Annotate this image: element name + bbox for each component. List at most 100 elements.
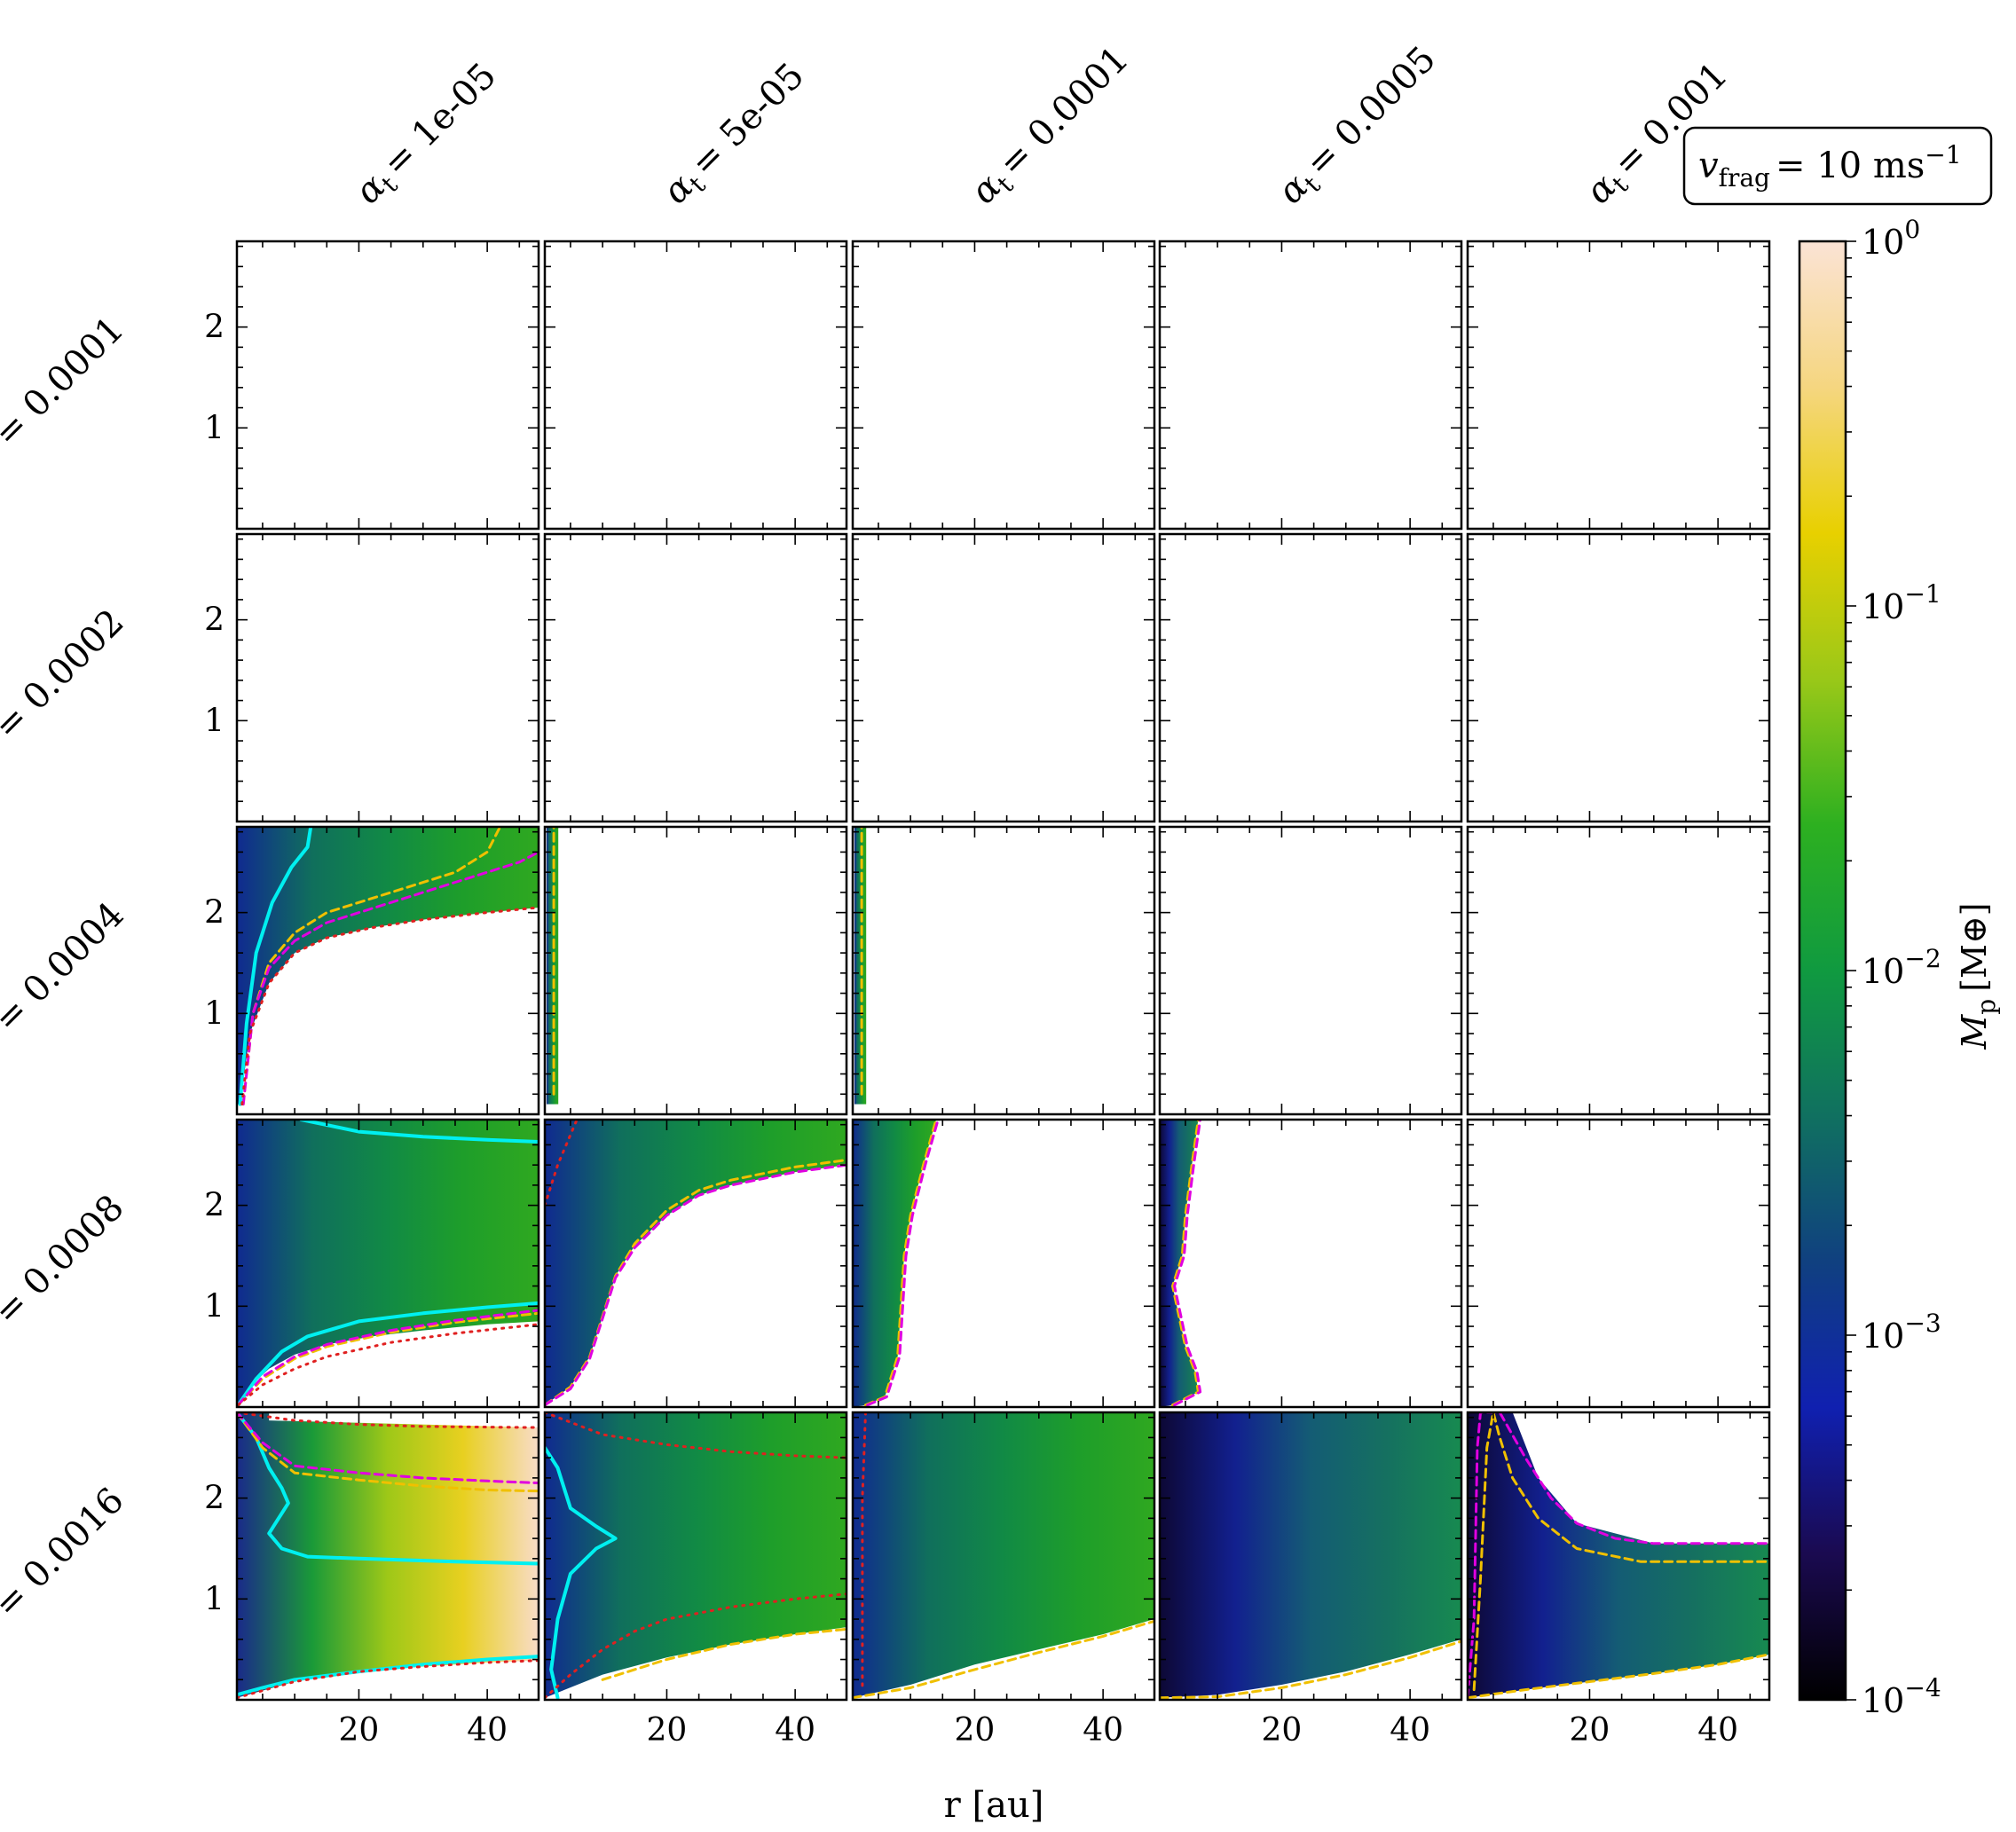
colorbar-tick-base: 10: [1862, 1317, 1904, 1356]
panel-frame: [543, 1118, 848, 1409]
x-tick-label: 20: [339, 1712, 380, 1749]
panel-frame: [1466, 1411, 1771, 1702]
x-axis-label: r [au]: [944, 1785, 1044, 1826]
heatmap-region: [547, 827, 559, 1105]
tick-group: [1160, 827, 1461, 1114]
tick-group: [853, 1120, 1154, 1407]
colorbar-tick-base: 10: [1862, 223, 1904, 262]
empty-region: [269, 1412, 539, 1428]
panel-frame: [543, 1411, 848, 1702]
yellow-dashed-line: [1160, 1639, 1461, 1700]
y-tick-label: 1: [204, 1288, 224, 1325]
cyan-solid-line: [299, 1120, 539, 1144]
panel-frame: [543, 825, 848, 1116]
tick-group: [237, 827, 539, 1114]
colorbar-tick-label: 10−1: [1862, 579, 1941, 626]
tick-group: [853, 1412, 1154, 1700]
panel-frame: [1466, 825, 1771, 1116]
panel-frame: [1466, 1118, 1771, 1409]
panel-4-2: [853, 1412, 1154, 1700]
yellow-dashed-line: [1171, 1120, 1200, 1407]
yellow-dashed-line: [1468, 1653, 1769, 1700]
column-title-3: αt= 0.0005: [1271, 39, 1447, 216]
legend-box: [1682, 126, 1993, 206]
panel-frame: [1158, 1411, 1463, 1702]
heatmap-region: [237, 1120, 539, 1403]
y-tick-label: 2: [204, 310, 224, 346]
row-label-4: = 0.0016: [0, 1480, 132, 1625]
yellow-dashed-line: [237, 1311, 539, 1407]
tick-group: [1468, 534, 1769, 822]
tick-group: [545, 1120, 847, 1407]
legend-subscript: frag: [1719, 163, 1770, 193]
y-tick-label: 2: [204, 1481, 224, 1517]
panel-frame: [1466, 240, 1771, 531]
empty-region: [1512, 1412, 1769, 1544]
heatmap-region: [854, 827, 867, 1105]
colorbar-tick-base: 10: [1862, 587, 1904, 626]
legend-symbol: v: [1698, 145, 1719, 186]
x-tick-label: 40: [467, 1712, 508, 1749]
colorbar-label-subscript: p: [1972, 999, 2001, 1015]
cyan-solid-line: [237, 1412, 539, 1566]
red-dotted-line: [237, 1323, 539, 1407]
magenta-dashed-line: [237, 1412, 539, 1485]
panel-4-1: [545, 1412, 847, 1700]
yellow-dashed-line: [601, 1627, 847, 1681]
panel-frame: [1158, 532, 1463, 823]
magenta-dashed-line: [866, 1120, 940, 1407]
panel-frame: [851, 1118, 1156, 1409]
panel-4-0: [237, 1412, 539, 1700]
red-dotted-line: [237, 1659, 539, 1700]
panel-frame: [1466, 532, 1771, 823]
column-title-value: = 0.0005: [1298, 39, 1444, 185]
heatmap-region: [237, 827, 539, 1105]
colorbar-tick-exponent: 0: [1904, 215, 1920, 244]
panel-2-0: [237, 827, 539, 1106]
panel-frame: [235, 532, 540, 823]
cyan-solid-line: [545, 1445, 618, 1700]
panel-3-1: [545, 1120, 847, 1407]
legend-text: vfrag = 10 ms−1: [1698, 140, 1962, 193]
panel-frame: [235, 1411, 540, 1702]
panel-frame: [851, 532, 1156, 823]
row-label-2: = 0.0004: [0, 894, 132, 1040]
cyan-solid-line: [238, 827, 313, 1106]
panel-frame: [851, 240, 1156, 531]
yellow-dashed-line: [237, 1412, 539, 1493]
panel-3-3: [1160, 1120, 1202, 1407]
red-dotted-line: [861, 1412, 867, 1692]
colorbar-tick-base: 10: [1862, 952, 1904, 991]
legend-value: = 10 ms: [1776, 145, 1925, 186]
tick-group: [1160, 534, 1461, 822]
panel-4-4: [1468, 1412, 1769, 1700]
tick-group: [1160, 1120, 1461, 1407]
x-tick-label: 40: [1083, 1712, 1123, 1749]
heatmap-region: [1160, 1412, 1461, 1698]
panel-frame: [543, 240, 848, 531]
column-title-value: = 5e-05: [683, 55, 812, 184]
column-title-2: αt= 0.0001: [964, 39, 1140, 216]
magenta-dashed-line: [1468, 1412, 1769, 1700]
panel-2-1: [547, 827, 559, 1105]
colorbar-ticks: [1846, 240, 1856, 1701]
red-dotted-line: [240, 906, 539, 1106]
row-label-0: = 0.0001: [0, 309, 132, 454]
panel-frame: [235, 240, 540, 531]
colorbar-tick-label: 10−2: [1862, 944, 1941, 991]
colorbar-tick-exponent: −3: [1904, 1309, 1941, 1338]
tick-group: [1468, 1412, 1769, 1700]
tick-group: [545, 827, 847, 1114]
yellow-dashed-line: [864, 1120, 938, 1407]
panel-frame: [1158, 240, 1463, 531]
cyan-solid-line: [237, 1301, 539, 1407]
colorbar-tick-exponent: −1: [1904, 579, 1941, 609]
colorbar-tick-label: 10−3: [1862, 1309, 1941, 1356]
y-tick-label: 2: [204, 895, 224, 932]
column-title-value: = 1e-05: [375, 55, 504, 184]
red-dotted-line: [545, 1120, 579, 1207]
y-tick-label: 1: [204, 995, 224, 1032]
yellow-dashed-line: [853, 1619, 1154, 1700]
panel-frame: [543, 532, 848, 823]
